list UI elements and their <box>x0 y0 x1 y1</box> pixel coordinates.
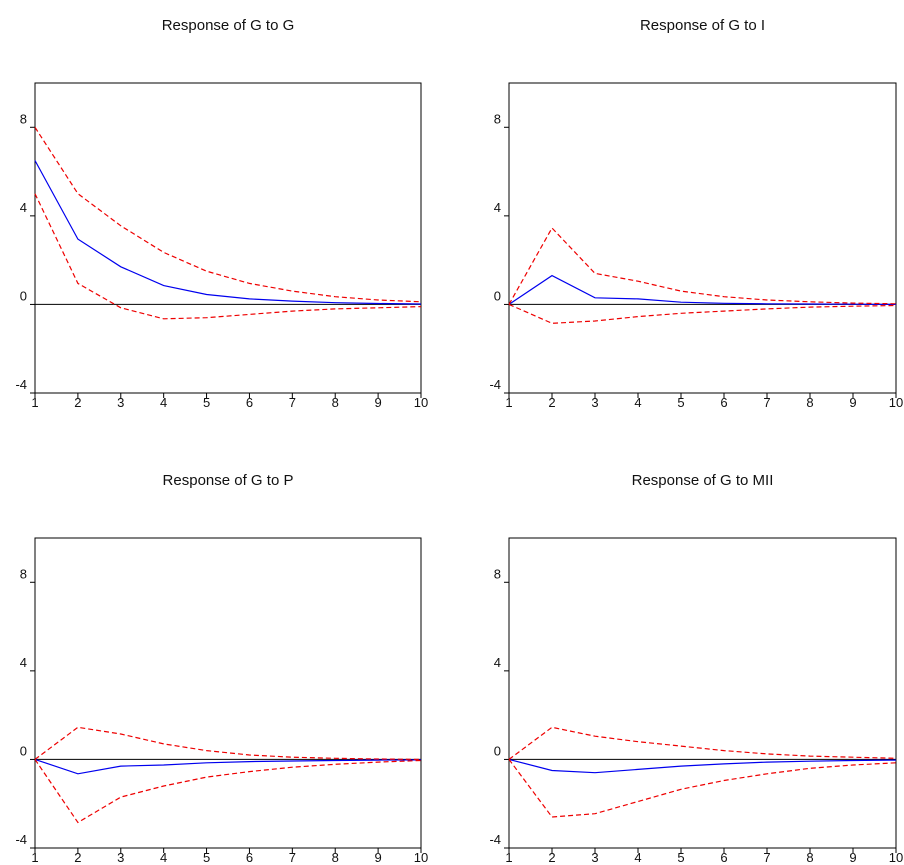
x-tick-label: 9 <box>374 395 381 410</box>
chart-title: Response of G to P <box>163 472 294 489</box>
x-tick-label: 6 <box>720 395 727 410</box>
chart-panel-2: Response of G to I 8 4 0 -4 1 2 3 4 5 6 7 8 9 10 <box>489 17 903 410</box>
series-line-lower <box>508 303 897 324</box>
x-tick-label: 6 <box>720 850 727 865</box>
series-line-upper <box>508 726 897 760</box>
y-tick-label: 4 <box>494 655 501 670</box>
y-tick-label: 0 <box>494 743 501 758</box>
x-tick-label: 9 <box>849 395 856 410</box>
x-tick-label: 7 <box>289 395 296 410</box>
y-tick-label: -4 <box>489 377 501 392</box>
x-tick-label: 10 <box>889 850 903 865</box>
x-tick-label: 2 <box>74 395 81 410</box>
y-tick-label: 0 <box>494 288 501 303</box>
x-tick-label: 9 <box>374 850 381 865</box>
y-tick-label: 0 <box>20 288 27 303</box>
y-tick-label: 8 <box>494 111 501 126</box>
x-tick-label: 5 <box>677 395 684 410</box>
y-tick-label: 4 <box>494 200 501 215</box>
plot-frame <box>34 537 422 849</box>
y-tick-label: -4 <box>15 832 27 847</box>
x-tick-label: 6 <box>246 850 253 865</box>
x-tick-label: 3 <box>591 850 598 865</box>
series-line-response <box>508 274 897 305</box>
x-tick-label: 3 <box>117 850 124 865</box>
x-tick-label: 7 <box>289 850 296 865</box>
x-tick-label: 5 <box>203 850 210 865</box>
x-tick-label: 2 <box>548 395 555 410</box>
x-tick-label: 4 <box>160 850 167 865</box>
x-tick-label: 1 <box>31 395 38 410</box>
chart-title: Response of G to I <box>640 17 765 34</box>
x-tick-label: 7 <box>763 395 770 410</box>
x-tick-label: 5 <box>677 850 684 865</box>
x-tick-label: 1 <box>505 395 512 410</box>
series-line-upper <box>508 226 897 305</box>
x-tick-label: 10 <box>889 395 903 410</box>
chart-title: Response of G to G <box>162 17 295 34</box>
x-tick-label: 9 <box>849 850 856 865</box>
plot-frame <box>34 82 422 394</box>
x-tick-label: 2 <box>548 850 555 865</box>
x-tick-label: 10 <box>414 395 428 410</box>
y-tick-label: 0 <box>20 743 27 758</box>
x-tick-label: 6 <box>246 395 253 410</box>
series-line-lower <box>34 759 422 824</box>
series-line-lower <box>508 759 897 818</box>
series-line-response <box>34 160 422 305</box>
plot-frame <box>508 537 897 849</box>
x-tick-label: 4 <box>634 395 641 410</box>
x-tick-label: 10 <box>414 850 428 865</box>
x-tick-label: 1 <box>505 850 512 865</box>
x-tick-label: 5 <box>203 395 210 410</box>
series-line-lower <box>34 193 422 320</box>
series-line-upper <box>34 126 422 303</box>
plot-frame <box>508 82 897 394</box>
chart-title: Response of G to MII <box>632 472 774 489</box>
chart-panel-4: Response of G to MII 8 4 0 -4 1 2 3 4 5 6 7 8 9 10 <box>489 472 903 865</box>
series-line-response <box>34 758 422 775</box>
y-tick-label: 8 <box>494 566 501 581</box>
x-tick-label: 8 <box>806 395 813 410</box>
x-tick-label: 4 <box>160 395 167 410</box>
x-tick-label: 8 <box>806 850 813 865</box>
y-tick-label: -4 <box>489 832 501 847</box>
x-tick-label: 3 <box>117 395 124 410</box>
x-tick-label: 8 <box>332 395 339 410</box>
x-tick-label: 1 <box>31 850 38 865</box>
x-tick-label: 4 <box>634 850 641 865</box>
y-tick-label: 4 <box>20 200 27 215</box>
y-tick-label: -4 <box>15 377 27 392</box>
x-tick-label: 7 <box>763 850 770 865</box>
x-tick-label: 2 <box>74 850 81 865</box>
chart-panel-3: Response of G to P 8 4 0 -4 1 2 3 4 5 6 7 8 9 10 <box>15 472 428 865</box>
y-tick-label: 4 <box>20 655 27 670</box>
series-line-response <box>508 758 897 774</box>
y-tick-label: 8 <box>20 111 27 126</box>
series-line-upper <box>34 726 422 760</box>
x-tick-label: 3 <box>591 395 598 410</box>
x-tick-label: 8 <box>332 850 339 865</box>
chart-panel-1: Response of G to G 8 4 0 -4 1 2 3 4 5 6 7 8 9 10 <box>15 17 428 410</box>
y-tick-label: 8 <box>20 566 27 581</box>
